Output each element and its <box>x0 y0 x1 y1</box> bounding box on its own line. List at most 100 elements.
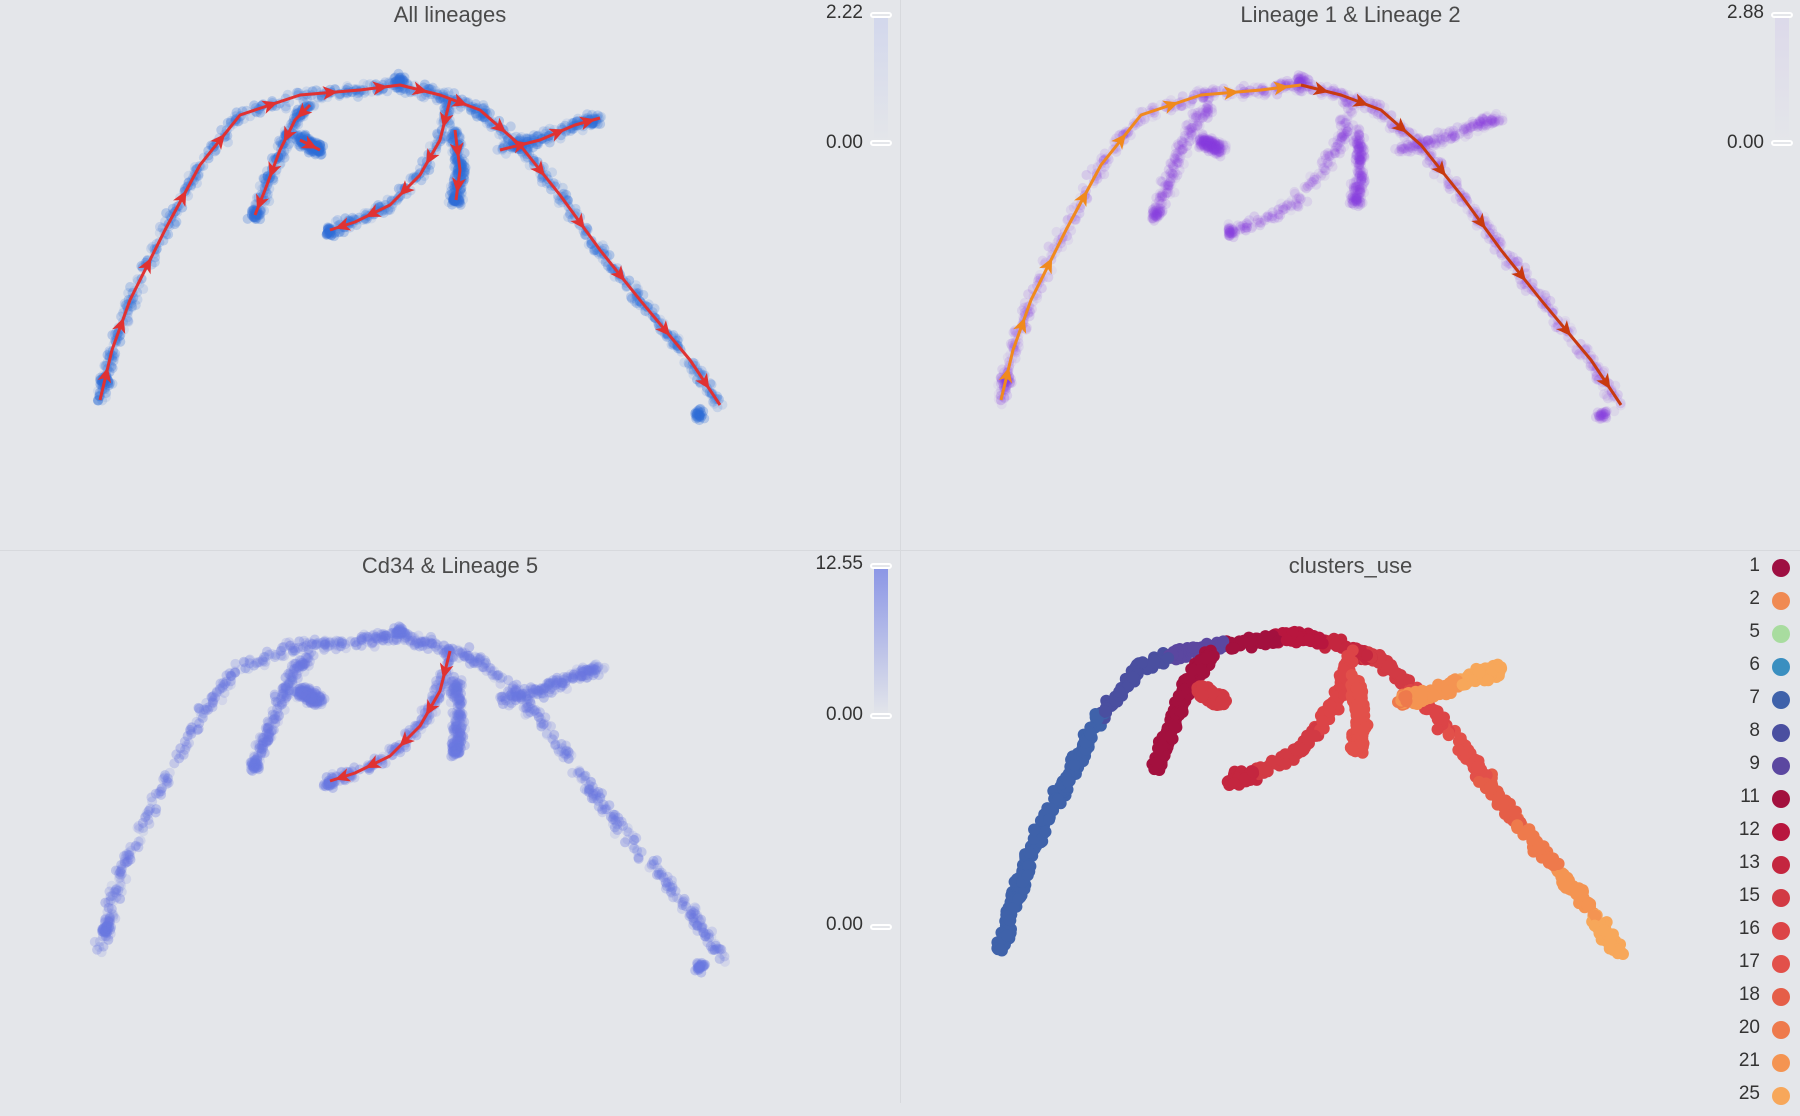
cell-point <box>98 926 109 937</box>
cell-point <box>130 300 141 311</box>
trajectory-arrow-icon <box>365 204 382 217</box>
cell-point <box>614 816 625 827</box>
cell-point <box>310 694 321 705</box>
cell-point <box>423 644 434 655</box>
cell-point <box>302 693 313 704</box>
cell-point <box>514 688 525 699</box>
cell-point <box>449 723 460 734</box>
cell-point <box>274 135 285 146</box>
cell-point <box>174 753 185 764</box>
cell-point <box>496 691 507 702</box>
cell-point <box>1390 144 1401 155</box>
cell-point <box>1478 114 1489 125</box>
cell-point <box>527 704 538 715</box>
cell-point <box>1343 111 1354 122</box>
cell-point <box>1409 141 1420 152</box>
cell-point <box>258 744 269 755</box>
cell-point <box>230 658 241 669</box>
cell-point <box>1352 181 1363 192</box>
trajectory-arrow-icon <box>1223 86 1239 101</box>
cell-point <box>1463 129 1474 140</box>
cell-point <box>290 658 301 669</box>
cell-point <box>266 726 277 737</box>
cell-point <box>1199 110 1210 121</box>
cell-point <box>530 684 541 695</box>
cell-point <box>469 656 480 667</box>
cell-point <box>448 682 459 693</box>
cell-point <box>100 897 111 908</box>
cell-point <box>158 774 169 785</box>
cell-point <box>334 637 345 648</box>
cell-point <box>548 677 559 688</box>
cell-point <box>1358 146 1369 157</box>
cell-point <box>1218 140 1229 151</box>
cell-point <box>392 625 403 636</box>
cell-point <box>541 729 552 740</box>
cell-point <box>307 690 318 701</box>
cell-point <box>302 691 313 702</box>
cell-point <box>307 639 318 650</box>
trajectory-arrow-icon <box>450 93 468 107</box>
cell-point <box>1149 202 1160 213</box>
cell-point <box>1204 138 1215 149</box>
cell-point <box>261 646 272 657</box>
cell-point <box>308 694 319 705</box>
cell-point <box>1152 212 1163 223</box>
trajectory-arrow-icon <box>1351 93 1369 107</box>
cell-point <box>661 877 672 888</box>
cell-points <box>993 70 1626 424</box>
cell-point <box>1450 132 1461 143</box>
cell-point <box>397 627 408 638</box>
cell-point <box>1167 160 1178 171</box>
cell-point <box>584 666 595 677</box>
cell-point <box>277 698 288 709</box>
trajectory-arrow-icon <box>548 128 565 142</box>
cell-point <box>179 736 190 747</box>
cell-point <box>293 665 304 676</box>
cell-point <box>420 635 431 646</box>
cell-point <box>1170 153 1181 164</box>
cell-point <box>1463 123 1474 134</box>
cell-point <box>1251 217 1262 228</box>
cell-point <box>1183 127 1194 138</box>
cell-point <box>459 156 470 167</box>
cell-point <box>103 917 114 928</box>
cell-point <box>553 198 564 209</box>
cell-point <box>1477 114 1488 125</box>
cell-point <box>703 929 714 940</box>
cell-point <box>289 669 300 680</box>
cell-point <box>1151 210 1162 221</box>
cell-point <box>101 924 112 935</box>
cell-point <box>1220 142 1231 153</box>
cell-point <box>420 636 431 647</box>
cell-point <box>1342 126 1353 137</box>
cell-point <box>1224 230 1235 241</box>
cell-point <box>662 871 673 882</box>
cell-point <box>632 846 643 857</box>
cell-point <box>1462 125 1473 136</box>
cell-point <box>527 683 538 694</box>
lineage-curve <box>299 135 321 152</box>
cell-point <box>574 765 585 776</box>
cell-point <box>457 719 468 730</box>
cell-point <box>560 678 571 689</box>
cell-point <box>153 788 164 799</box>
cell-point <box>1426 135 1437 146</box>
cell-point <box>1167 168 1178 179</box>
cell-point <box>452 718 463 729</box>
cell-point <box>694 961 705 972</box>
cell-point <box>1320 150 1331 161</box>
cell-point <box>698 923 709 934</box>
cell-point <box>448 743 459 754</box>
cell-point <box>115 866 126 877</box>
cell-point <box>99 922 110 933</box>
cell-point <box>1263 210 1274 221</box>
cell-point <box>317 637 328 648</box>
cell-point <box>693 960 704 971</box>
cell-point <box>1359 178 1370 189</box>
cell-point <box>586 663 597 674</box>
cell-point <box>1301 183 1312 194</box>
cell-point <box>1192 107 1203 118</box>
cell-point <box>299 684 310 695</box>
cell-point <box>296 682 307 693</box>
